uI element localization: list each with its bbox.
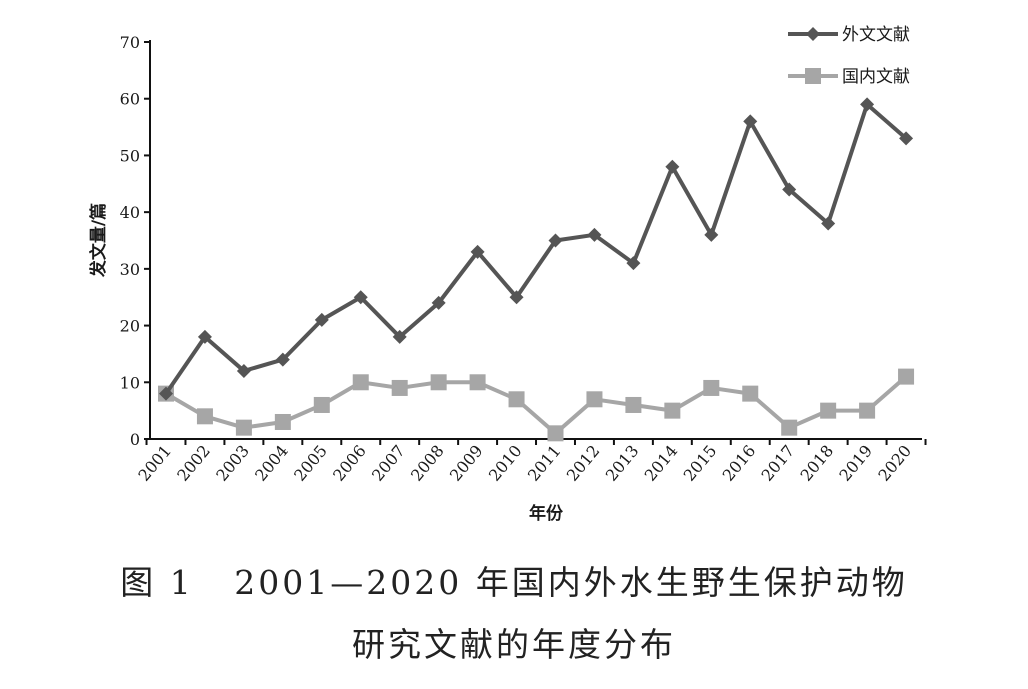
x-tick-label: 2020 [874, 441, 915, 484]
y-tick-label: 20 [120, 317, 140, 336]
y-tick-label: 10 [120, 373, 140, 392]
x-axis: 2001200220032004200520062007200820092010… [134, 438, 927, 485]
data-point [664, 402, 681, 419]
figure-caption-line-1: 图 1 2001—2020 年国内外水生野生保护动物 [120, 563, 908, 602]
x-tick-label: 2007 [368, 441, 409, 484]
x-tick-label: 2013 [602, 441, 643, 484]
data-point [431, 295, 446, 310]
data-point [625, 396, 642, 413]
data-point [626, 256, 641, 271]
data-point [547, 425, 564, 442]
y-tick-label: 0 [130, 430, 140, 449]
data-point [236, 363, 251, 378]
x-tick-label: 2015 [680, 441, 721, 484]
data-point [196, 408, 213, 425]
x-tick-label: 2012 [563, 441, 604, 484]
data-point [275, 352, 290, 367]
data-point [781, 419, 798, 436]
y-tick-label: 40 [120, 203, 140, 222]
legend-marker [805, 68, 821, 84]
y-tick-label: 70 [120, 33, 140, 52]
data-point [392, 329, 407, 344]
data-point [898, 368, 915, 385]
data-point [703, 379, 720, 396]
series-domestic [158, 368, 915, 442]
x-tick-label: 2005 [290, 441, 331, 484]
data-point [587, 227, 602, 242]
y-tick-label: 60 [120, 90, 140, 109]
x-tick-label: 2003 [212, 441, 253, 484]
data-point [859, 402, 876, 419]
legend-label: 国内文献 [842, 67, 910, 87]
data-point [352, 374, 369, 391]
legend-item: 国内文献 [788, 67, 910, 87]
x-tick-label: 2018 [796, 441, 837, 484]
data-point [313, 396, 330, 413]
data-point [430, 374, 447, 391]
data-point [743, 114, 758, 129]
y-axis-title: 发文量/篇 [88, 203, 109, 278]
y-tick-label: 30 [120, 260, 140, 279]
data-point [742, 385, 759, 402]
y-tick-label: 50 [120, 146, 140, 165]
x-tick-label: 2006 [329, 441, 370, 484]
data-point [391, 379, 408, 396]
x-tick-label: 2014 [641, 441, 682, 484]
legend-marker [806, 27, 820, 41]
x-tick-label: 2001 [134, 441, 175, 484]
data-point [665, 159, 680, 174]
data-point [235, 419, 252, 436]
x-tick-label: 2019 [835, 441, 876, 484]
series-layer [158, 97, 915, 442]
data-point [470, 244, 485, 259]
data-point [548, 233, 563, 248]
legend-item: 外文文献 [788, 25, 910, 45]
figure-caption-line-2: 研究文献的年度分布 [352, 625, 676, 664]
x-tick-label: 2009 [446, 441, 487, 484]
legend-label: 外文文献 [842, 25, 910, 45]
data-point [820, 402, 837, 419]
x-axis-title: 年份 [529, 503, 564, 524]
data-point [586, 391, 603, 408]
x-tick-label: 2002 [173, 441, 214, 484]
series-line [164, 102, 908, 395]
data-point [314, 312, 329, 327]
data-point [469, 374, 486, 391]
x-tick-label: 2011 [524, 441, 565, 484]
data-point [704, 227, 719, 242]
data-point [860, 97, 875, 112]
x-tick-label: 2017 [758, 441, 799, 484]
data-point [274, 413, 291, 430]
data-point [159, 386, 173, 401]
x-tick-label: 2016 [719, 441, 760, 484]
x-tick-label: 2008 [407, 441, 448, 484]
y-axis: 0 10 20 30 40 50 60 70 [120, 33, 151, 449]
data-point [899, 131, 914, 146]
data-point [782, 182, 797, 197]
data-point [821, 216, 836, 231]
data-point [508, 391, 525, 408]
data-point [509, 290, 524, 305]
x-tick-label: 2004 [251, 441, 292, 484]
x-tick-label: 2010 [485, 441, 526, 484]
series-foreign [159, 97, 914, 401]
data-point [353, 290, 368, 305]
data-point [197, 329, 212, 344]
